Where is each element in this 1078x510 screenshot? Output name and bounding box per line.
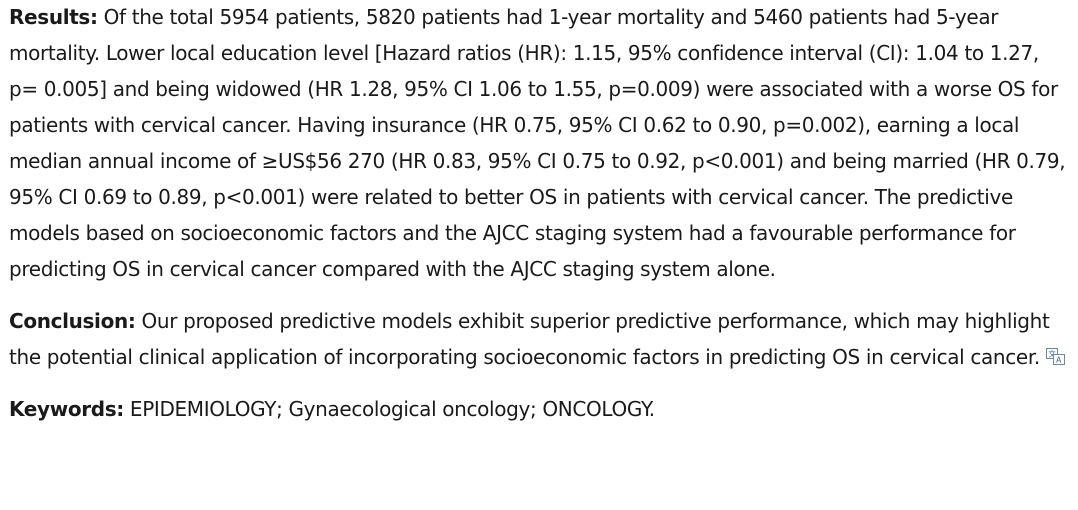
conclusion-text: Our proposed predictive models exhibit s…: [9, 309, 1050, 369]
svg-text:A: A: [1056, 356, 1062, 365]
abstract-section: Results: Of the total 5954 patients, 582…: [9, 0, 1070, 427]
results-paragraph: Results: Of the total 5954 patients, 582…: [9, 0, 1070, 287]
keywords-text: EPIDEMIOLOGY; Gynaecological oncology; O…: [123, 397, 655, 421]
keywords-paragraph: Keywords: EPIDEMIOLOGY; Gynaecological o…: [9, 391, 1070, 427]
conclusion-paragraph: Conclusion: Our proposed predictive mode…: [9, 303, 1070, 375]
results-text: Of the total 5954 patients, 5820 patient…: [9, 5, 1066, 281]
keywords-label: Keywords:: [9, 397, 124, 421]
results-label: Results:: [9, 5, 98, 29]
conclusion-label: Conclusion:: [9, 309, 136, 333]
svg-text:文: 文: [1048, 349, 1056, 359]
translate-icon[interactable]: 文 A: [1045, 348, 1066, 366]
